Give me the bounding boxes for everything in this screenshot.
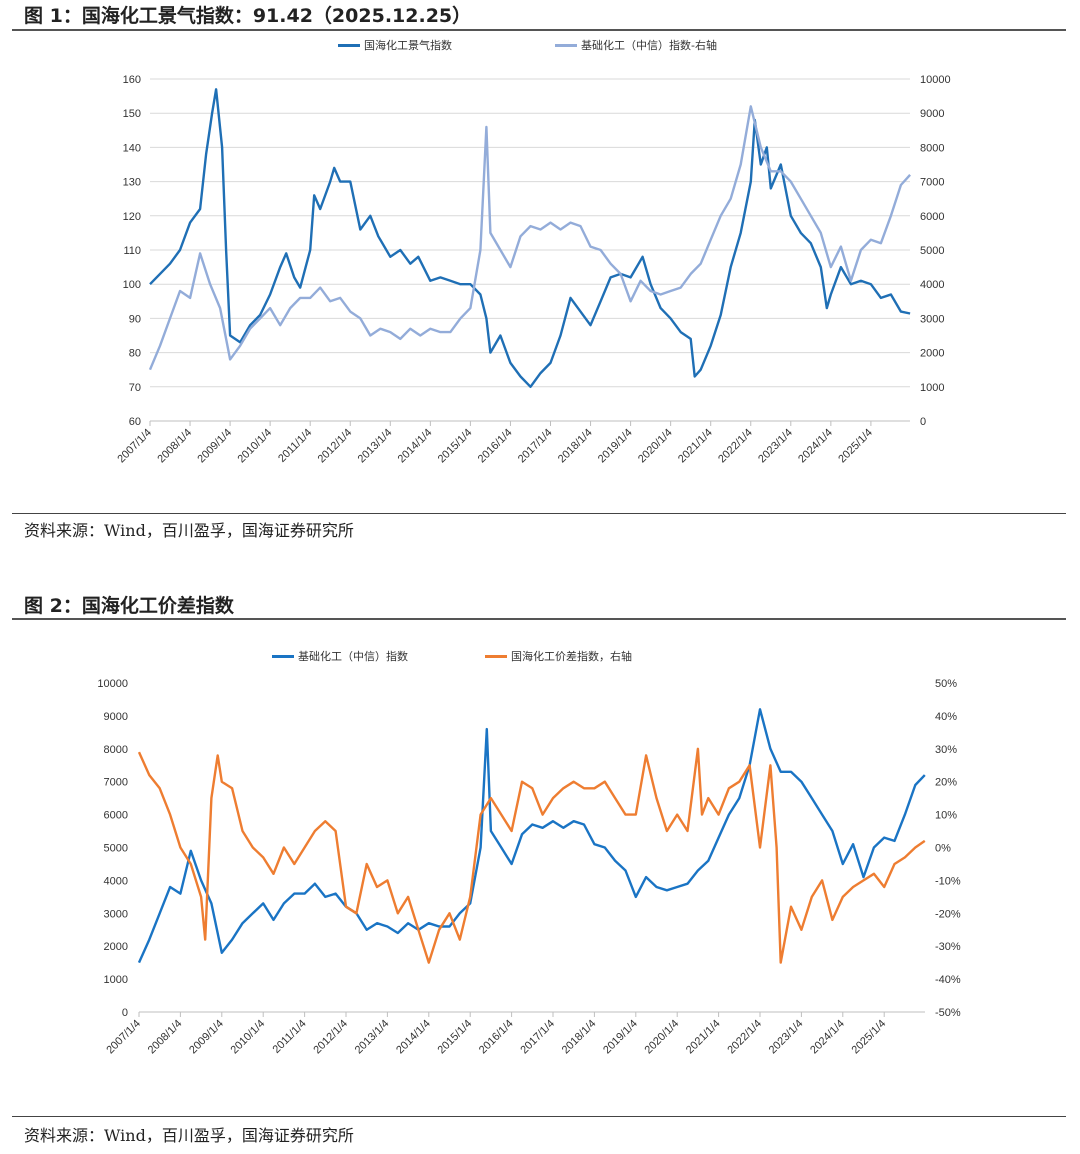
x-tick-label: 2024/1/4 <box>808 1018 847 1057</box>
y-tick-label: 140 <box>123 142 141 154</box>
x-tick-label: 2010/1/4 <box>229 1018 268 1057</box>
y-tick-label: 3000 <box>104 908 128 920</box>
y-tick-label: 4000 <box>104 875 128 887</box>
x-tick-label: 2021/1/4 <box>684 1018 723 1057</box>
y-tick-label: 120 <box>123 211 141 223</box>
series-line-left-axis <box>149 88 911 388</box>
y2-tick-label: 1000 <box>920 382 944 394</box>
series-line-right-axis <box>137 747 926 964</box>
y-tick-label: 6000 <box>104 810 128 822</box>
x-tick-label: 2015/1/4 <box>436 1018 475 1057</box>
y-tick-label: 0 <box>122 1007 128 1019</box>
x-tick-label: 2023/1/4 <box>767 1018 806 1057</box>
x-tick-label: 2022/1/4 <box>725 1018 764 1057</box>
y-tick-label: 90 <box>129 313 141 325</box>
x-tick-label: 2007/1/4 <box>104 1018 143 1057</box>
figure-2-source: 资料来源：Wind，百川盈孚，国海证券研究所 <box>24 1126 354 1145</box>
legend-swatch <box>485 654 507 658</box>
x-tick-label: 2025/1/4 <box>850 1018 889 1057</box>
y-tick-label: 160 <box>123 74 141 86</box>
y2-tick-label: 6000 <box>920 211 944 223</box>
legend-label: 国海化工景气指数 <box>364 39 452 52</box>
legend-swatch <box>555 43 577 47</box>
figure-1-title: 图 1：国海化工景气指数：91.42（2025.12.25） <box>24 5 472 27</box>
y-tick-label: 8000 <box>104 744 128 756</box>
x-tick-label: 2008/1/4 <box>146 1018 185 1057</box>
y-tick-label: 130 <box>123 177 141 189</box>
y2-tick-label: 3000 <box>920 313 944 325</box>
legend-swatch <box>338 43 360 47</box>
x-tick-label: 2019/1/4 <box>601 1018 640 1057</box>
y2-tick-label: 0 <box>920 416 926 428</box>
y2-tick-label: 2000 <box>920 348 944 360</box>
y2-tick-label: 20% <box>935 777 957 789</box>
x-tick-label: 2013/1/4 <box>353 1018 392 1057</box>
legend-swatch <box>272 654 294 658</box>
x-tick-label: 2018/1/4 <box>560 1018 599 1057</box>
y2-tick-label: -10% <box>935 875 961 887</box>
x-tick-label: 2017/1/4 <box>518 1018 557 1057</box>
y-tick-label: 5000 <box>104 843 128 855</box>
series-line-left-axis <box>137 708 926 964</box>
y-tick-label: 9000 <box>104 711 128 723</box>
y2-tick-label: 7000 <box>920 177 944 189</box>
y2-tick-label: -20% <box>935 908 961 920</box>
y-tick-label: 2000 <box>104 941 128 953</box>
y-tick-label: 10000 <box>97 678 128 690</box>
x-tick-label: 2016/1/4 <box>477 1018 516 1057</box>
x-tick-label: 2009/1/4 <box>187 1018 226 1057</box>
y-tick-label: 7000 <box>104 777 128 789</box>
source-divider <box>12 513 1066 514</box>
y-tick-label: 100 <box>123 279 141 291</box>
x-tick-label: 2014/1/4 <box>394 1018 433 1057</box>
y2-tick-label: 4000 <box>920 279 944 291</box>
y2-tick-label: 5000 <box>920 245 944 257</box>
x-tick-label: 2011/1/4 <box>271 1018 309 1056</box>
y-tick-label: 80 <box>129 348 141 360</box>
title-divider <box>12 29 1066 31</box>
y2-tick-label: 9000 <box>920 108 944 120</box>
y2-tick-label: 50% <box>935 678 957 690</box>
y-tick-label: 110 <box>123 245 141 257</box>
y-tick-label: 60 <box>129 416 141 428</box>
legend-label: 基础化工（中信）指数-右轴 <box>581 39 717 52</box>
source-divider <box>12 1116 1066 1117</box>
legend-label: 基础化工（中信）指数 <box>298 650 408 663</box>
series-line-right-axis <box>148 105 911 371</box>
y2-tick-label: 10000 <box>920 74 951 86</box>
figure-2-title: 图 2：国海化工价差指数 <box>24 595 234 617</box>
y2-tick-label: 10% <box>935 810 957 822</box>
legend-item: 基础化工（中信）指数 <box>272 648 408 664</box>
legend-item: 基础化工（中信）指数-右轴 <box>555 37 717 53</box>
y-tick-label: 150 <box>123 108 141 120</box>
y2-tick-label: 8000 <box>920 142 944 154</box>
legend-item: 国海化工价差指数，右轴 <box>485 648 632 664</box>
legend-item: 国海化工景气指数 <box>338 37 452 53</box>
y-tick-label: 1000 <box>104 974 128 986</box>
y2-tick-label: 30% <box>935 744 957 756</box>
x-tick-label: 2012/1/4 <box>311 1018 350 1057</box>
x-tick-label: 2020/1/4 <box>643 1018 682 1057</box>
y2-tick-label: -40% <box>935 974 961 986</box>
title-divider <box>12 618 1066 620</box>
y2-tick-label: -30% <box>935 941 961 953</box>
y-tick-label: 70 <box>129 382 141 394</box>
legend-label: 国海化工价差指数，右轴 <box>511 650 632 663</box>
y2-tick-label: 40% <box>935 711 957 723</box>
y2-tick-label: -50% <box>935 1007 961 1019</box>
y2-tick-label: 0% <box>935 843 951 855</box>
figure-1-source: 资料来源：Wind，百川盈孚，国海证券研究所 <box>24 521 354 540</box>
